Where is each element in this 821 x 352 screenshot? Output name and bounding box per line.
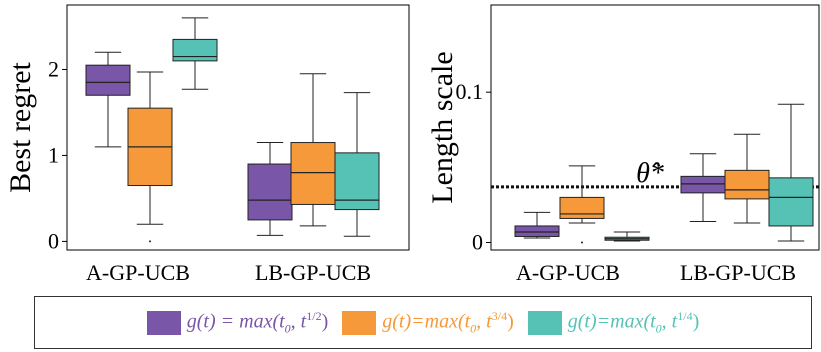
box-plot — [127, 71, 173, 243]
plot-frame — [66, 4, 410, 251]
legend-label: g(t)=max(t0, t1/4) — [567, 308, 700, 336]
legend-swatch — [527, 310, 562, 335]
box-iqr — [768, 177, 814, 227]
box-iqr — [559, 196, 605, 219]
legend-swatch — [146, 310, 181, 335]
plot-frame — [490, 4, 820, 251]
y-tick-label: 1 — [48, 142, 59, 167]
box-iqr — [724, 169, 770, 200]
legend-label: g(t) = max(t0, t1/2) — [186, 308, 329, 336]
y-tick-label: 2 — [48, 56, 59, 81]
box-plot — [559, 165, 605, 244]
chart-figure: 0 1 2 Best regret A-GP-UCB LB-GP-UCB 0 0.1Lengt… — [4, 4, 820, 285]
box-iqr — [514, 225, 560, 237]
legend-swatch — [342, 310, 377, 335]
y-axis-label: Best regret — [4, 61, 37, 192]
box-plot — [290, 73, 336, 227]
legend: g(t) = max(t0, t1/2) g(t)=max(t0, t3/4) … — [34, 296, 812, 349]
box-plot — [247, 142, 293, 236]
x-category-label: LB-GP-UCB — [255, 260, 371, 285]
legend-item: g(t)=max(t0, t1/4) — [527, 308, 700, 337]
box-iqr — [247, 163, 293, 221]
box-plot — [768, 103, 814, 242]
y-tick-label: 0.1 — [456, 79, 484, 104]
legend-item: g(t) = max(t0, t1/2) — [146, 308, 329, 337]
box-plot — [172, 17, 218, 90]
box-plot — [334, 92, 380, 237]
box-iqr — [290, 142, 336, 205]
outlier-point — [149, 240, 151, 243]
box-plot — [604, 231, 650, 242]
x-category-label: A-GP-UCB — [86, 260, 190, 285]
y-tick-label: 0 — [472, 229, 483, 254]
reference-line-label: θ̂* — [636, 158, 664, 189]
x-category-label: LB-GP-UCB — [680, 260, 796, 285]
legend-item: g(t)=max(t0, t3/4) — [342, 309, 514, 337]
y-tick-label: 0 — [48, 228, 59, 253]
box-plot — [514, 211, 560, 239]
box-plot — [85, 51, 131, 148]
box-iqr — [334, 152, 380, 211]
box-iqr — [85, 64, 131, 96]
legend-label: g(t)=max(t0, t3/4) — [382, 308, 514, 336]
chart-panel: 0 1 2 Best regret A-GP-UCB LB-GP-UCB — [4, 4, 410, 285]
y-axis-label: Length scale — [426, 51, 459, 203]
outlier-point — [581, 241, 583, 244]
box-iqr — [172, 38, 218, 62]
box-plot — [724, 133, 770, 224]
box-iqr — [680, 175, 726, 194]
box-plot — [680, 153, 726, 222]
x-category-label: A-GP-UCB — [516, 260, 620, 285]
